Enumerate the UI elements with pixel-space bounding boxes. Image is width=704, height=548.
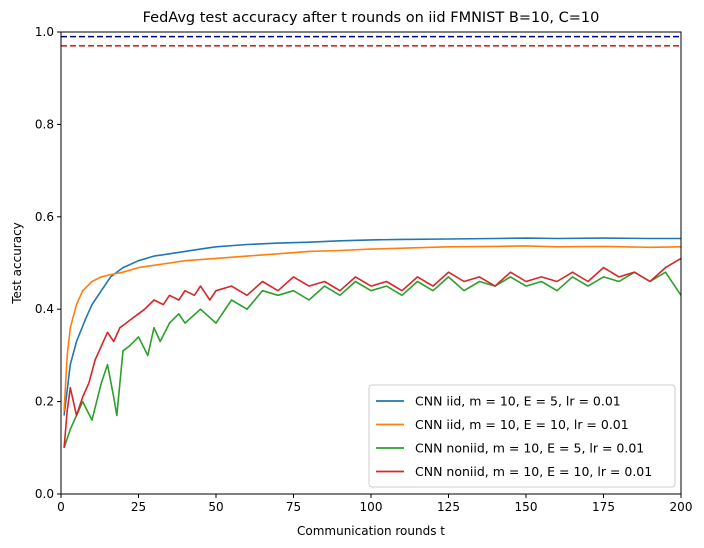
y-tick-label: 1.0: [35, 25, 54, 39]
chart-title: FedAvg test accuracy after t rounds on i…: [143, 10, 600, 26]
legend-frame: [368, 384, 676, 488]
x-tick-label: 150: [515, 500, 538, 514]
series-line-3: [63, 271, 682, 449]
x-axis: 0 25 50 75 100 125 150 175 200: [57, 494, 692, 514]
x-tick-label: 50: [208, 500, 223, 514]
series-line-4: [63, 257, 682, 448]
y-axis: 0.0 0.2 0.4 0.6 0.8 1.0: [35, 25, 61, 501]
y-tick-label: 0.6: [35, 210, 54, 224]
x-tick-label: 100: [360, 500, 383, 514]
series-line-2: [63, 245, 682, 411]
y-tick-label: 0.2: [35, 395, 54, 409]
legend: CNN iid, m = 10, E = 5, lr = 0.01 CNN iid…: [368, 384, 676, 488]
series-line-1: [63, 237, 681, 416]
reference-lines: [61, 35, 681, 47]
x-tick-label: 125: [437, 500, 460, 514]
x-tick-label: 175: [592, 500, 615, 514]
x-tick-label: 200: [670, 500, 693, 514]
y-tick-label: 0.0: [35, 487, 54, 501]
y-axis-label: Test accuracy: [10, 222, 24, 305]
legend-entry-3: CNN noniid, m = 10, E = 5, lr = 0.01: [415, 441, 644, 456]
x-axis-label: Communication rounds t: [297, 524, 445, 538]
legend-entry-2: CNN iid, m = 10, E = 10, lr = 0.01: [415, 417, 629, 432]
x-tick-label: 75: [286, 500, 301, 514]
x-tick-label: 25: [131, 500, 146, 514]
series-layer: [63, 237, 682, 449]
y-tick-label: 0.4: [35, 302, 54, 316]
legend-entry-1: CNN iid, m = 10, E = 5, lr = 0.01: [415, 394, 621, 409]
legend-entry-4: CNN noniid, m = 10, E = 10, lr = 0.01: [415, 464, 652, 479]
y-tick-label: 0.8: [35, 117, 54, 131]
x-tick-label: 0: [57, 500, 65, 514]
